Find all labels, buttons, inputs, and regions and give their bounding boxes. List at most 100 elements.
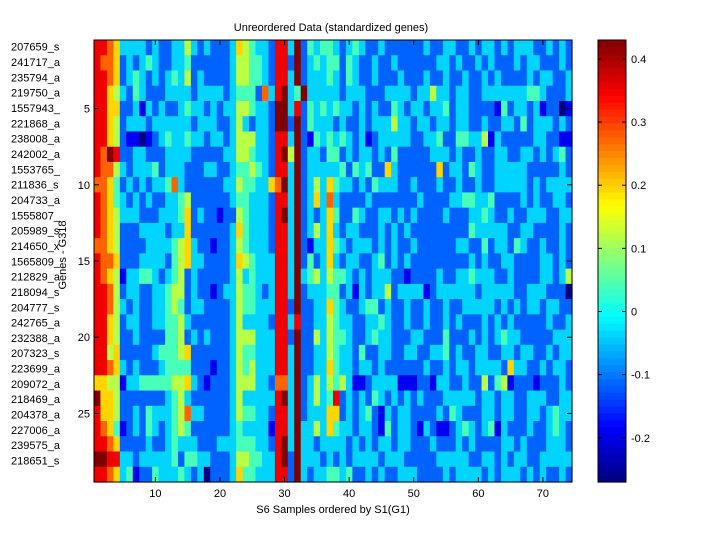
heatmap-cell [423,314,431,331]
heatmap-cell [229,207,237,224]
colorbar-segment [598,385,626,393]
heatmap-cell [339,390,347,407]
heatmap-cell [559,314,567,331]
heatmap-cell [378,375,386,392]
heatmap-cell [462,360,470,376]
heatmap-cell [559,55,567,72]
heatmap-cell [229,436,237,453]
heatmap-cell [216,85,224,102]
heatmap-cell [119,360,127,376]
heatmap-cell [371,207,379,224]
heatmap-cell [287,360,295,376]
heatmap-cell [326,436,334,453]
heatmap-cell [165,436,173,453]
heatmap-cell [429,421,437,437]
heatmap-cell [294,375,302,392]
heatmap-cell [365,55,373,72]
heatmap-cell [197,360,205,376]
heatmap-cell [526,299,534,315]
heatmap-cell [423,222,431,239]
colorbar-segment [598,461,626,469]
heatmap-cell [255,192,263,209]
heatmap-cell [391,451,399,468]
heatmap-cell [488,451,496,468]
heatmap-cell [165,222,173,239]
heatmap-cell [320,70,328,87]
heatmap-cell [197,436,205,453]
heatmap-cell [384,390,392,407]
heatmap-cell [197,283,205,300]
heatmap-cell [488,421,496,437]
heatmap-cell [119,344,127,361]
heatmap-cell [152,299,160,315]
heatmap-cell [210,177,218,194]
colorbar-segment [598,60,626,69]
heatmap-cell [106,100,114,117]
heatmap-cell [404,253,412,270]
row-labels: 207659_s241717_a235794_a219750_a1557943_… [11,42,61,468]
heatmap-cell [223,177,231,194]
heatmap-cell [475,146,483,163]
heatmap-cell [345,131,353,148]
colorbar-segment [598,371,626,380]
heatmap-cell [539,421,547,437]
heatmap-cell [119,375,127,392]
heatmap-cell [397,55,405,72]
heatmap-cell [429,390,437,407]
heatmap-cell [404,238,412,254]
heatmap-cell [307,253,315,270]
heatmap-cell [378,131,386,148]
heatmap-cell [268,131,276,148]
heatmap-cell [255,299,263,315]
heatmap-cell [371,40,379,56]
heatmap-cell [520,329,528,346]
heatmap-cell [333,421,341,437]
heatmap-cell [345,40,353,56]
heatmap-cell [462,436,470,453]
heatmap-cell [539,116,547,133]
heatmap-cell [352,344,360,361]
heatmap-cell [410,131,418,148]
colorbar-segment [598,122,626,131]
heatmap-cell [358,161,366,178]
heatmap-cell [249,421,257,437]
heatmap-cell [152,405,160,422]
heatmap-cell [307,329,315,346]
heatmap-cell [494,436,502,453]
heatmap-cell [190,329,198,346]
heatmap-cell [345,451,353,468]
heatmap-cell [565,70,573,87]
heatmap-cell [559,405,567,422]
heatmap-cell [287,268,295,285]
heatmap-cell [203,283,211,300]
heatmap-cell [190,375,198,392]
heatmap-cell [152,329,160,346]
heatmap-cell [384,299,392,315]
heatmap-cell [500,436,509,453]
heatmap-cell [106,70,114,87]
heatmap-cell [494,222,502,239]
heatmap-cell [488,85,496,102]
heatmap-cell [339,146,347,163]
heatmap-cell [488,268,496,285]
heatmap-cell [132,85,140,102]
heatmap-cell [559,451,567,468]
heatmap-cell [365,268,373,285]
x-tick-label: 40 [343,488,355,500]
heatmap-cell [475,177,483,194]
heatmap-cell [416,40,425,56]
heatmap-cell [281,451,289,468]
heatmap-cell [455,146,463,163]
heatmap-cell [565,207,573,224]
heatmap-cell [429,116,437,133]
heatmap-cell [307,436,315,453]
heatmap-cell [113,268,121,285]
heatmap-cell [94,268,102,285]
heatmap-cell [255,85,263,102]
heatmap-cell [223,421,231,437]
heatmap-cell [436,436,444,453]
heatmap-cell [242,253,250,270]
heatmap-cell [500,421,509,437]
heatmap-cell [358,55,366,72]
heatmap-cell [177,100,186,117]
